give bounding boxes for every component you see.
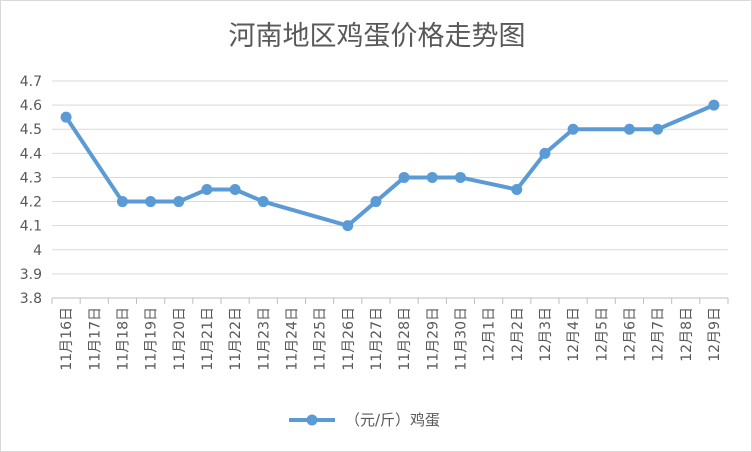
data-point[interactable] bbox=[173, 196, 185, 208]
x-tick-label: 11月23日 bbox=[256, 307, 272, 371]
x-tick-label: 11月16日 bbox=[59, 307, 75, 371]
data-point[interactable] bbox=[539, 147, 551, 159]
x-tick-label: 12月1日 bbox=[482, 307, 498, 362]
data-point[interactable] bbox=[201, 184, 213, 195]
legend[interactable]: （元/斤）鸡蛋 bbox=[289, 411, 440, 429]
y-axis-ticks: 3.8 3.9 4 4.1 4.2 4.3 4.4 4.5 4.6 4.7 bbox=[20, 74, 42, 307]
data-point[interactable] bbox=[60, 111, 72, 123]
x-axis-ticks: 11月16日 11月17日 11月18日 11月19日 11月20日 11月21日 11月2… bbox=[51, 298, 729, 371]
data-point[interactable] bbox=[370, 196, 382, 208]
x-tick-label: 11月29日 bbox=[425, 307, 441, 371]
y-tick-label: 4 bbox=[33, 243, 42, 259]
x-tick-label: 12月7日 bbox=[651, 307, 667, 362]
x-tick-label: 12月8日 bbox=[679, 307, 695, 362]
data-point[interactable] bbox=[567, 123, 579, 135]
y-tick-label: 4.7 bbox=[20, 74, 42, 90]
x-tick-label: 11月26日 bbox=[341, 307, 357, 371]
data-point[interactable] bbox=[342, 220, 354, 232]
x-tick-label: 11月22日 bbox=[228, 307, 244, 371]
y-tick-label: 4.4 bbox=[20, 146, 42, 162]
x-tick-label: 11月18日 bbox=[115, 307, 131, 371]
x-tick-label: 11月24日 bbox=[284, 307, 300, 371]
y-tick-label: 3.8 bbox=[20, 291, 42, 307]
legend-dot-marker bbox=[306, 414, 318, 426]
x-tick-label: 12月9日 bbox=[707, 307, 723, 362]
x-tick-label: 11月20日 bbox=[172, 307, 188, 371]
data-point[interactable] bbox=[116, 196, 128, 208]
y-tick-label: 4.2 bbox=[20, 195, 42, 211]
data-point[interactable] bbox=[257, 196, 269, 208]
x-tick-label: 11月21日 bbox=[200, 307, 216, 371]
y-tick-label: 4.5 bbox=[20, 122, 42, 138]
data-point[interactable] bbox=[145, 196, 157, 208]
data-point[interactable] bbox=[511, 184, 523, 195]
x-tick-label: 12月4日 bbox=[566, 307, 582, 362]
x-tick-label: 11月27日 bbox=[369, 307, 385, 371]
data-point[interactable] bbox=[229, 184, 241, 195]
series-line bbox=[64, 103, 716, 228]
x-tick-label: 11月30日 bbox=[453, 307, 469, 371]
data-point[interactable] bbox=[708, 99, 720, 111]
y-tick-label: 4.6 bbox=[20, 98, 42, 114]
series-layer bbox=[60, 99, 720, 232]
y-tick-label: 4.1 bbox=[20, 219, 42, 235]
x-tick-label: 11月19日 bbox=[144, 307, 160, 371]
data-point[interactable] bbox=[398, 171, 410, 183]
y-tick-label: 4.3 bbox=[20, 170, 42, 186]
x-tick-label: 12月2日 bbox=[510, 307, 526, 362]
data-point[interactable] bbox=[623, 123, 635, 135]
x-tick-label: 12月3日 bbox=[538, 307, 554, 362]
x-tick-label: 11月25日 bbox=[313, 307, 329, 371]
legend-label: （元/斤）鸡蛋 bbox=[345, 411, 440, 429]
data-point[interactable] bbox=[426, 171, 438, 183]
chart-title: 河南地区鸡蛋价格走势图 bbox=[229, 21, 526, 52]
x-tick-label: 12月5日 bbox=[594, 307, 610, 362]
x-tick-label: 11月28日 bbox=[397, 307, 413, 371]
y-tick-label: 3.9 bbox=[20, 267, 42, 283]
data-point[interactable] bbox=[454, 171, 466, 183]
grid-layer bbox=[52, 80, 728, 299]
x-tick-label: 12月6日 bbox=[622, 307, 638, 362]
x-tick-label: 11月17日 bbox=[87, 307, 103, 371]
data-point[interactable] bbox=[652, 123, 664, 135]
